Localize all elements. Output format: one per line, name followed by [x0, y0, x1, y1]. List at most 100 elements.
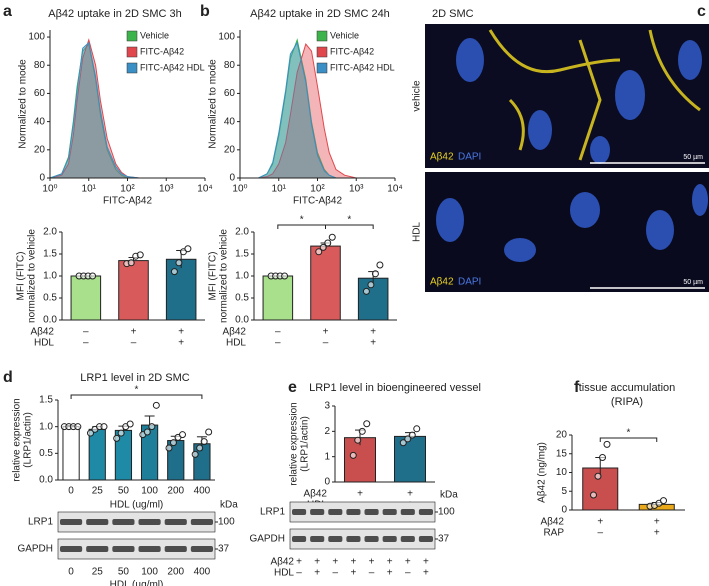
blot-kda: 100: [218, 517, 235, 528]
blot-band: [418, 509, 433, 515]
y-tick-label: 20: [224, 144, 236, 155]
histogram-line: [258, 41, 357, 179]
data-point: [127, 259, 135, 267]
condition-name: Aβ42: [30, 327, 54, 338]
data-point: [74, 423, 82, 431]
y-tick-label: 60: [34, 88, 46, 99]
blot-band: [60, 546, 83, 552]
legend-label: FITC-Aβ42: [330, 46, 374, 56]
condition-mark: +: [332, 557, 338, 568]
data-point: [179, 431, 186, 439]
blot-band: [400, 509, 415, 515]
data-point: [170, 439, 177, 447]
condition-mark: –: [275, 327, 281, 338]
condition-mark: +: [370, 327, 376, 338]
condition-mark: +: [296, 557, 302, 568]
data-point: [191, 450, 199, 458]
bar: [118, 260, 149, 321]
blot-x-label: HDL (µg/ml): [110, 580, 164, 586]
x-tick-label: 10⁰: [232, 184, 247, 195]
condition-mark: +: [323, 327, 329, 338]
significance-bracket: [70, 394, 203, 399]
x-tick-label: 400: [194, 486, 211, 497]
stain-label: Aβ42: [430, 277, 454, 288]
blot-kda: 100: [438, 507, 455, 518]
image-label: HDL: [412, 222, 423, 242]
data-point: [170, 268, 178, 276]
histogram-line: [49, 41, 140, 179]
blot-band: [86, 546, 109, 552]
y-tick-label: 40: [224, 116, 236, 127]
blot-band: [328, 509, 343, 515]
y-tick-label: 5: [561, 486, 567, 497]
histogram-fill: [50, 42, 140, 179]
blot-band: [164, 546, 187, 552]
data-point: [408, 431, 416, 439]
y-tick-label: 0: [561, 505, 567, 516]
y-tick-label: 0.5: [43, 293, 57, 304]
data-point: [89, 272, 97, 280]
data-point: [603, 440, 611, 448]
data-point: [143, 428, 151, 436]
data-point: [413, 425, 421, 433]
data-point: [376, 261, 384, 269]
data-point: [152, 401, 160, 409]
data-point: [594, 472, 602, 480]
blot-kda: 37: [218, 544, 230, 555]
y-axis-label: Aβ42 (ng/mg): [537, 442, 548, 503]
chart-title: tissue accumulation: [579, 382, 676, 394]
legend-label: FITC-Aβ42 HDL: [140, 62, 205, 72]
blot-band: [382, 509, 397, 515]
condition-mark: –: [83, 338, 89, 349]
condition-mark: +: [131, 327, 137, 338]
x-tick-label: 10²: [310, 184, 325, 195]
amyloid-stain: [488, 29, 701, 161]
y-tick-label: 3: [324, 401, 330, 412]
data-point: [363, 420, 371, 428]
stain-label: DAPI: [458, 152, 481, 163]
y-axis-label: (LRP1/actin): [23, 412, 34, 468]
data-point: [200, 438, 208, 446]
panel-letter: b: [200, 3, 210, 20]
significance-label: *: [300, 215, 304, 226]
data-point: [113, 434, 121, 442]
y-tick-label: 100: [218, 32, 235, 43]
y-tick-label: 0: [324, 477, 330, 488]
blot-row-label: GAPDH: [17, 544, 53, 555]
condition-name: RAP: [543, 528, 564, 539]
condition-mark: –: [131, 338, 137, 349]
condition-name: HDL: [34, 338, 54, 349]
blot-band: [346, 536, 361, 542]
condition-mark: –: [369, 568, 375, 579]
significance-bracket: [325, 224, 374, 229]
y-tick-label: 1.0: [39, 421, 53, 432]
data-point: [175, 259, 183, 267]
condition-mark: +: [387, 557, 393, 568]
histogram-line: [49, 38, 140, 179]
blot-row-label: LRP1: [28, 517, 53, 528]
condition-name: HDL: [274, 568, 294, 579]
condition-mark: +: [407, 489, 413, 500]
y-axis-label: normalized to vehicle: [27, 229, 38, 323]
image-title: 2D SMC: [432, 8, 474, 20]
blot-band: [364, 536, 379, 542]
blot-band: [112, 546, 135, 552]
nuclei: [436, 38, 708, 262]
condition-name: Aβ42: [303, 489, 327, 500]
data-point: [354, 436, 362, 444]
data-point: [324, 239, 332, 247]
y-axis-label: Normalized to mode: [18, 59, 29, 149]
condition-mark: –: [296, 568, 302, 579]
condition-mark: –: [275, 338, 281, 349]
blot-band: [60, 519, 83, 525]
y-tick-label: 20: [556, 430, 568, 441]
x-tick-label: 50: [118, 486, 130, 497]
y-tick-label: 1.5: [43, 249, 57, 260]
histogram-fill: [258, 42, 357, 179]
data-point: [184, 245, 192, 253]
x-tick-label: 10⁰: [42, 184, 57, 195]
y-axis-label: relative expression: [289, 402, 300, 485]
blot-band: [400, 536, 415, 542]
